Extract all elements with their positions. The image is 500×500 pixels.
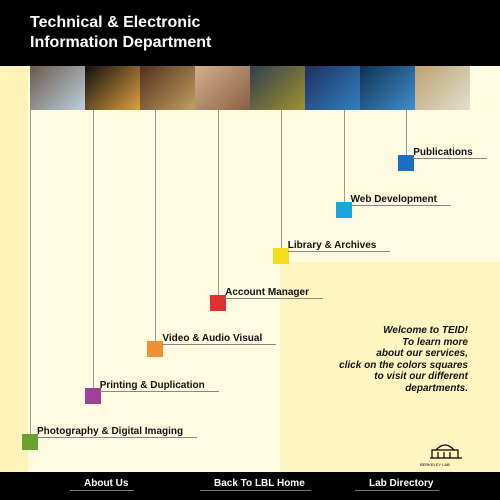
header-title: Information Department [30, 34, 212, 51]
department-link[interactable]: Account Manager [225, 287, 323, 299]
welcome-text: departments. [405, 382, 468, 394]
header-title: Technical & Electronic [30, 14, 201, 31]
footer-link[interactable]: About Us [70, 478, 135, 491]
connector-line [343, 110, 345, 202]
header-photo [250, 66, 305, 110]
header-photo [30, 66, 85, 110]
header-photo [415, 66, 470, 110]
footer-link[interactable]: Lab Directory [355, 478, 440, 491]
connector-line [280, 110, 282, 248]
welcome-panel [280, 262, 500, 472]
connector-line [406, 110, 408, 155]
footer-link[interactable]: Back To LBL Home [200, 478, 311, 491]
department-square[interactable] [84, 387, 101, 404]
department-link[interactable]: Publications [413, 147, 487, 159]
welcome-text: about our services, [376, 348, 468, 359]
department-link[interactable]: Library & Archives [287, 240, 391, 252]
department-square[interactable] [335, 201, 352, 218]
header-photo [140, 66, 195, 110]
department-square[interactable] [272, 248, 289, 264]
department-square[interactable] [398, 155, 415, 171]
department-link[interactable]: Web Development [350, 194, 451, 206]
department-link[interactable]: Printing & Duplication [99, 380, 219, 392]
header-photo [195, 66, 250, 110]
header-photo [85, 66, 140, 110]
logo-text: BERKELEY LAB [420, 462, 450, 467]
connector-line [218, 110, 220, 295]
header-bar [0, 0, 500, 66]
connector-line [155, 110, 157, 341]
logo-icon [430, 444, 462, 459]
footer-bar [0, 472, 500, 500]
department-square[interactable] [210, 294, 227, 311]
department-square[interactable] [147, 341, 164, 357]
department-link[interactable]: Photography & Digital Imaging [37, 426, 198, 438]
left-strip [0, 66, 28, 472]
header-photo [305, 66, 360, 110]
connector-line [30, 110, 31, 434]
department-link[interactable]: Video & Audio Visual [162, 333, 277, 345]
connector-line [92, 110, 94, 388]
welcome-text: Welcome to TEID! [383, 325, 468, 336]
department-square[interactable] [22, 434, 38, 450]
welcome-text: to visit our different [374, 371, 468, 382]
welcome-text: click on the colors squares [339, 359, 468, 371]
header-photo [360, 66, 415, 110]
welcome-text: To learn more [402, 336, 468, 348]
